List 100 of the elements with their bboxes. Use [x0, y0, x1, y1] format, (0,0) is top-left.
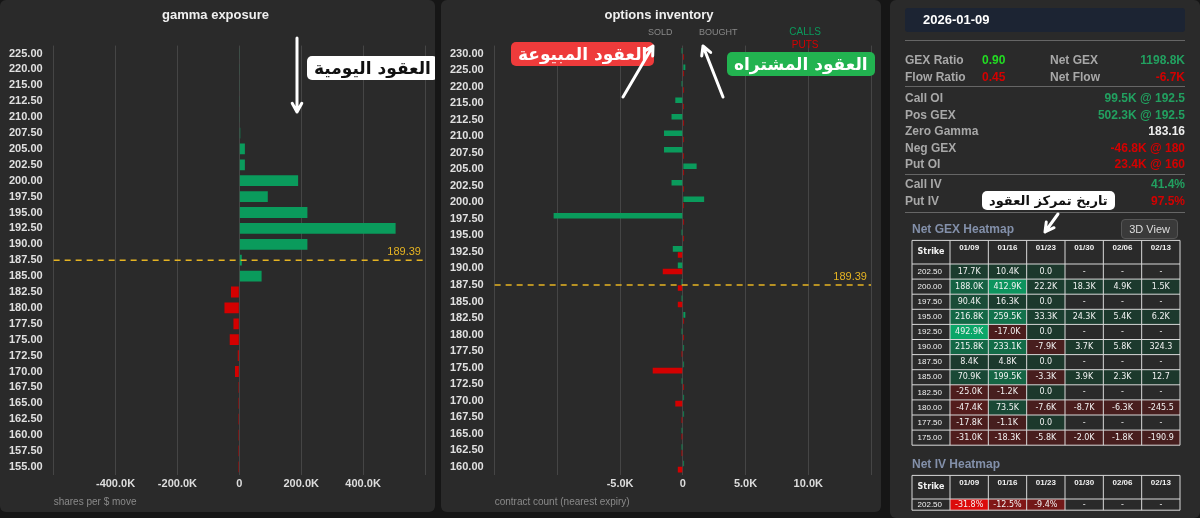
data-label: 8.4K [960, 357, 979, 367]
data-label: -47.4K [956, 402, 983, 412]
y-tick-label: 185.00 [449, 294, 484, 307]
y-tick-label: 175.00 [449, 360, 484, 373]
x-axis-title: contract count (nearest expiry) [494, 495, 630, 507]
text: - [1082, 357, 1086, 367]
y-tick-label: 165.00 [8, 396, 43, 409]
data-label: 16.3K [995, 296, 1020, 306]
ref-line-label: 189.39 [833, 269, 867, 282]
data-label: 188.0K [955, 281, 984, 291]
data-label: 0.0 [1039, 327, 1053, 337]
bar [671, 114, 683, 120]
data-label: -18.3K [994, 432, 1022, 442]
data-label: 215.8K [955, 342, 984, 352]
bar [675, 97, 683, 104]
text: 0.45 [982, 70, 1006, 84]
text: PUTS [790, 38, 820, 51]
x-tick-label: 5.0K [733, 477, 758, 490]
x-tick-label: 0 [679, 477, 686, 490]
bar [683, 196, 705, 203]
data-label: 17.7K [957, 266, 982, 276]
y-tick-label: 197.50 [917, 296, 943, 306]
x-tick-label: 01/16 [997, 243, 1019, 253]
bar [675, 400, 683, 407]
y-tick-label: 200.00 [917, 281, 943, 291]
data-label: 33.3K [1034, 311, 1059, 321]
bar [672, 246, 683, 252]
data-label: 0.0 [1039, 417, 1053, 427]
y-tick-label: 192.50 [8, 221, 43, 234]
y-tick-label: 172.50 [8, 348, 43, 361]
y-tick-label: 190.00 [449, 261, 484, 274]
data-label: -245.5 [1147, 402, 1174, 412]
data-label: 2.3K [1113, 372, 1133, 382]
x-tick-label: 01/30 [1074, 243, 1095, 253]
x-tick-label: 01/09 [959, 243, 980, 253]
data-label: 1.5K [1151, 281, 1171, 291]
chart-title: gamma exposure [162, 7, 269, 23]
bar [239, 159, 245, 171]
text: - [1082, 417, 1086, 427]
y-tick-label: 207.50 [8, 126, 43, 139]
x-tick-label: 400.0K [345, 477, 381, 490]
text: -46.8K @ 180 [1110, 140, 1185, 155]
y-tick-label: 182.50 [917, 387, 943, 397]
data-label: -7.6K [1035, 402, 1058, 412]
data-label: 24.3K [1072, 311, 1097, 321]
text: - [1121, 357, 1124, 367]
y-tick-label: 155.00 [8, 459, 43, 472]
y-tick-label: 185.00 [917, 372, 943, 382]
annotation: العقود اليومية [307, 56, 438, 80]
text: - [1159, 499, 1163, 509]
text: BOUGHT [699, 27, 738, 37]
y-tick-label: 212.50 [449, 112, 484, 125]
text: GEX Ratio [905, 53, 964, 67]
y-tick-label: 210.00 [8, 110, 43, 123]
y-tick-label: 182.50 [449, 311, 484, 324]
x-tick-label: -200.0K [157, 477, 198, 490]
y-tick-label: 212.50 [8, 94, 43, 107]
x-axis-title: shares per $ move [53, 495, 137, 507]
data-label: 4.8K [998, 357, 1018, 367]
y-tick-label: 210.00 [449, 129, 484, 142]
y-tick-label: 187.50 [449, 277, 484, 290]
y-tick-label: 215.00 [449, 96, 484, 109]
bar [677, 252, 683, 258]
x-tick-label: 01/30 [1074, 478, 1095, 488]
y-tick-label: 202.50 [917, 499, 943, 509]
data-label: -2.0K [1073, 432, 1096, 442]
data-label: -6.3K [1112, 402, 1134, 412]
bar [239, 223, 396, 234]
data-label: -1.8K [1112, 432, 1134, 442]
x-tick-label: 02/13 [1150, 478, 1172, 488]
data-label: -1.2K [997, 387, 1019, 397]
x-tick-label: 02/13 [1150, 243, 1172, 253]
y-tick-label: 170.00 [8, 364, 43, 377]
text: 99.5K @ 192.5 [1104, 91, 1185, 105]
y-tick-label: 190.00 [917, 342, 943, 352]
bar [239, 191, 268, 203]
bar [683, 312, 686, 318]
data-label: 70.9K [957, 372, 982, 382]
x-tick-label: -400.0K [95, 477, 136, 490]
data-label: 199.5K [993, 372, 1023, 382]
text: - [1082, 387, 1086, 397]
data-label: 10.4K [995, 266, 1020, 276]
bar [664, 147, 683, 153]
text: 1198.8K [1140, 53, 1185, 67]
text: 41.4% [1150, 177, 1185, 191]
text: - [1082, 296, 1086, 306]
bar [683, 64, 686, 71]
text: SOLD [648, 27, 673, 37]
chart-title: Net GEX Heatmap [912, 221, 1015, 236]
data-label: -8.7K [1073, 402, 1096, 412]
data-label: -190.9 [1147, 432, 1174, 442]
y-tick-label: 175.00 [917, 432, 943, 442]
y-tick-label: 167.50 [8, 380, 43, 393]
data-label: 90.4K [957, 296, 982, 306]
data-label: -1.1K [997, 417, 1019, 427]
data-label: -9.4% [1034, 499, 1058, 509]
y-tick-label: 167.50 [449, 410, 484, 423]
data-label: 216.8K [955, 311, 984, 321]
text: 3D View [1121, 219, 1178, 239]
x-tick-label: 02/06 [1112, 243, 1134, 253]
